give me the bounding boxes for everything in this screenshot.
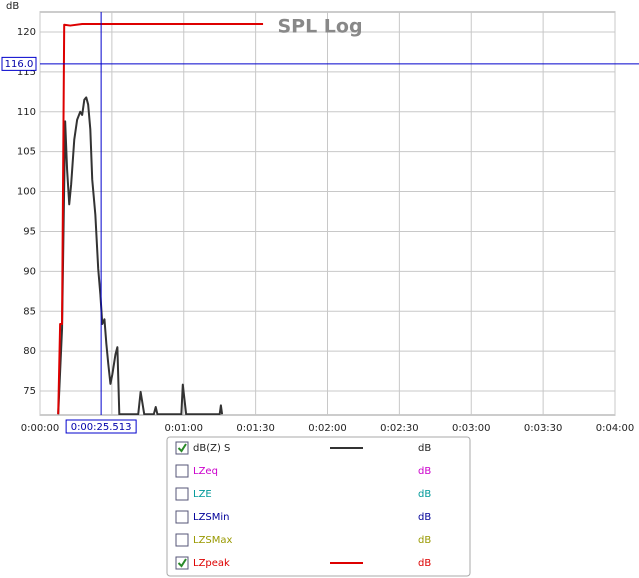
y-tick-label: 115 <box>17 67 36 78</box>
legend-checkbox[interactable] <box>175 510 189 524</box>
series-line <box>57 22 264 415</box>
x-tick-label: 0:01:00 <box>164 423 203 434</box>
y-tick-label: 75 <box>23 386 36 397</box>
legend-name: LZSMax <box>193 535 233 546</box>
y-tick-label: 80 <box>23 346 36 357</box>
cursor-x-box <box>65 419 137 434</box>
x-tick-label: 0:03:00 <box>452 423 491 434</box>
chart-title: SPL Log <box>277 16 362 38</box>
legend-unit: dB <box>418 512 431 523</box>
legend-name: LZpeak <box>193 558 230 569</box>
legend-unit: dB <box>418 466 431 477</box>
y-tick-label: 85 <box>23 306 36 317</box>
y-tick-label: 110 <box>17 107 36 118</box>
legend-checkbox[interactable] <box>175 487 189 501</box>
legend-name: LZSMin <box>193 512 230 523</box>
cursor-y-label: 116.0 <box>5 59 34 70</box>
y-tick-label: 120 <box>17 27 36 38</box>
x-tick-label: 0:01:30 <box>236 423 275 434</box>
legend-name: dB(Z) S <box>193 443 230 454</box>
legend-name: LZE <box>193 489 212 500</box>
legend-checkbox[interactable] <box>175 533 189 547</box>
cursor-x-label: 0:00:25.513 <box>71 422 132 433</box>
series-line <box>57 96 224 415</box>
legend-name: LZeq <box>193 466 218 477</box>
cursor-y-box <box>1 56 37 71</box>
y-tick-label: 95 <box>23 226 36 237</box>
legend-box <box>166 436 471 577</box>
y-tick-label: 90 <box>23 266 36 277</box>
legend-unit: dB <box>418 443 431 454</box>
legend: dB(Z) S dB LZeq dB LZE dB LZSMin dB LZSMax dB LZpe… <box>175 441 431 570</box>
check-mark <box>177 443 187 453</box>
legend-unit: dB <box>418 535 431 546</box>
y-axis-label: dB <box>6 1 19 12</box>
legend-checkbox[interactable] <box>175 441 189 455</box>
check-mark <box>177 558 187 568</box>
legend-unit: dB <box>418 489 431 500</box>
x-tick-label: 0:04:00 <box>596 423 635 434</box>
grid: 75808590951001051101151200:00:000:00:300… <box>17 12 634 434</box>
x-tick-label: 0:02:00 <box>308 423 347 434</box>
legend-unit: dB <box>418 558 431 569</box>
y-tick-label: 105 <box>17 147 36 158</box>
legend-checkbox[interactable] <box>175 464 189 478</box>
x-tick-label: 0:00:00 <box>21 423 60 434</box>
cursor: 116.0 0:00:25.513 <box>1 12 639 434</box>
x-tick-label: 0:03:30 <box>524 423 563 434</box>
x-tick-label: 0:02:30 <box>380 423 419 434</box>
lines <box>57 22 264 415</box>
legend-checkbox[interactable] <box>175 556 189 570</box>
y-tick-label: 100 <box>17 187 36 198</box>
